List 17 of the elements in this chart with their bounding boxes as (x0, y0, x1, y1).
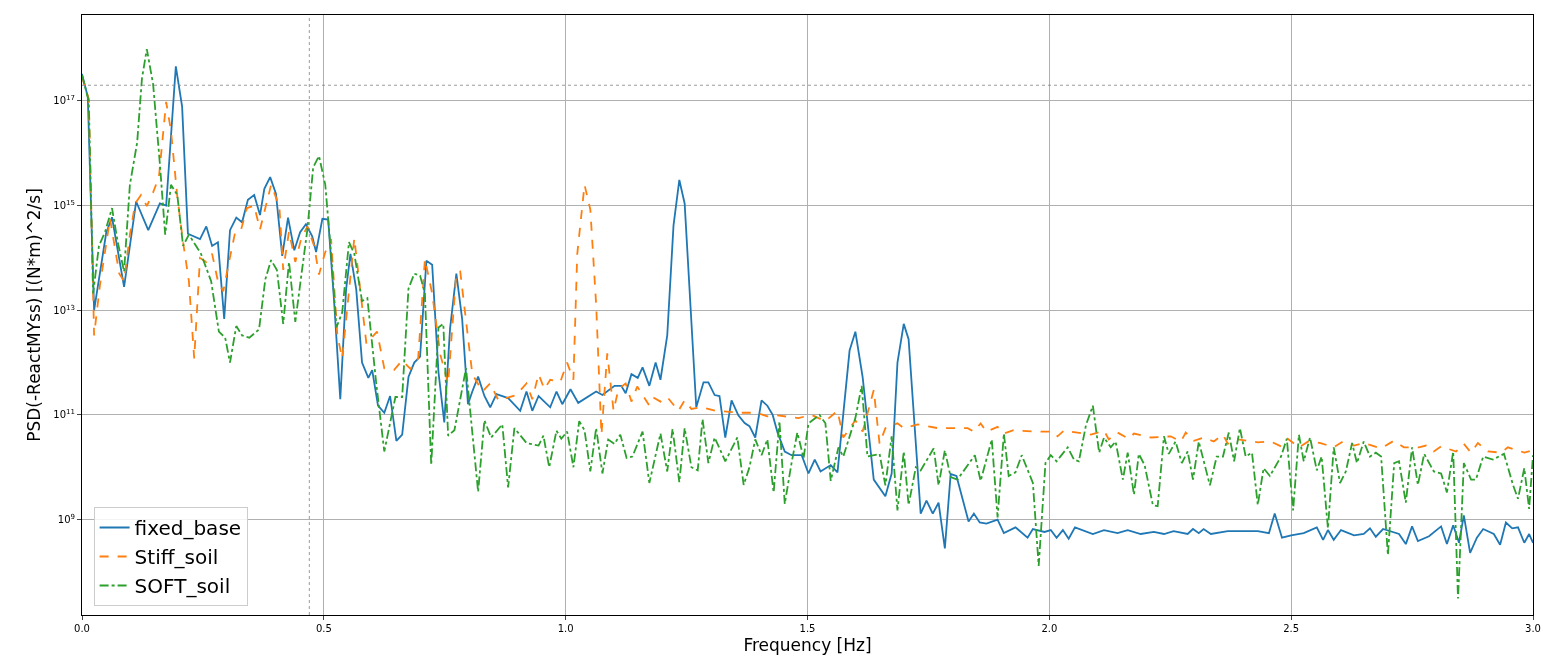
x-tick-label: 0.0 (74, 623, 90, 634)
legend-label: fixed_base (134, 516, 242, 541)
y-tick-label: 10$^{15}$ (53, 198, 75, 212)
legend-label: SOFT_soil (134, 574, 231, 599)
x-tick-label: 1.5 (799, 623, 816, 634)
x-tick-label: 2.0 (1041, 623, 1058, 634)
x-axis-title: Frequency [Hz] (743, 635, 872, 656)
y-tick-label: 10$^{9}$ (57, 512, 75, 526)
y-tick-label: 10$^{11}$ (53, 408, 75, 421)
legend-label: Stiff_soil (134, 545, 219, 570)
x-tick-label: 2.5 (1283, 623, 1300, 634)
x-tick-label: 1.0 (557, 623, 574, 634)
y-tick-label: 10$^{17}$ (53, 94, 75, 107)
x-tick-label: 3.0 (1525, 623, 1541, 634)
y-tick-label: 10$^{13}$ (53, 303, 75, 316)
y-axis-title: PSD(-ReactMYss) [(N*m)^2/s] (23, 188, 44, 442)
x-tick-label: 0.5 (315, 623, 332, 634)
